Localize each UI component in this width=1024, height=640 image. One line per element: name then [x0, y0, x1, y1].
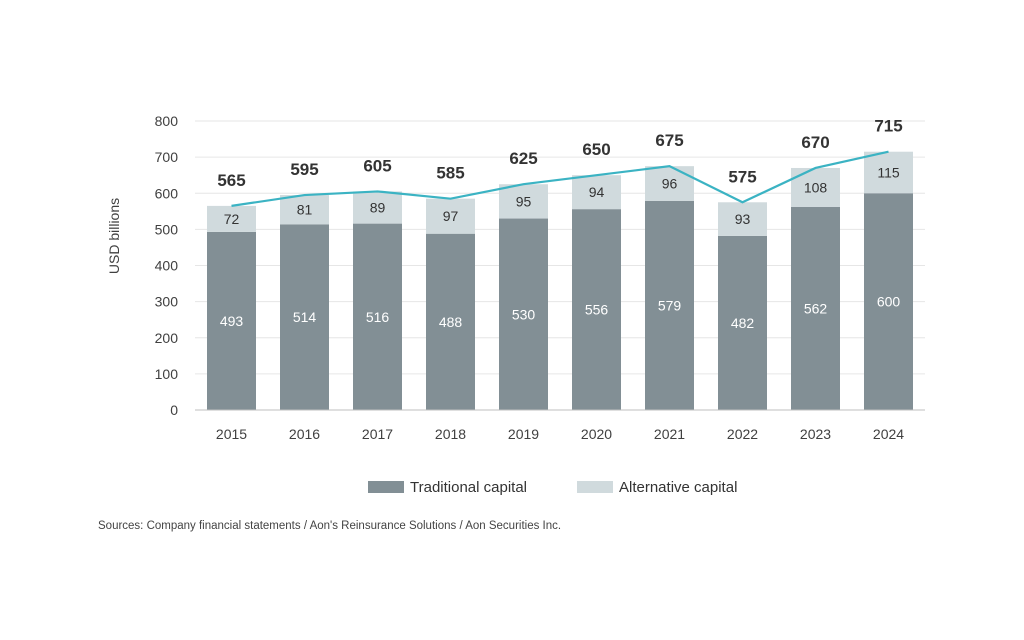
total-label: 670 [801, 133, 829, 152]
bar-alternative [280, 195, 329, 225]
data-label-alternative: 108 [804, 179, 828, 195]
data-label-traditional: 530 [512, 306, 536, 322]
bars: 493 72 514 81 516 89 488 97 530 95 556 94 579 96 482 93… [207, 151, 913, 410]
bar-alternative [353, 191, 402, 224]
x-tick-label: 2017 [362, 426, 393, 442]
bar-alternative [572, 175, 621, 210]
data-label-traditional: 579 [658, 297, 682, 313]
x-tick-label: 2021 [654, 426, 685, 442]
y-axis-ticks: 0 100 200 300 400 500 600 700 800 [155, 113, 179, 418]
y-tick-label: 0 [170, 402, 178, 418]
y-tick-label: 100 [155, 366, 179, 382]
total-label: 625 [509, 149, 537, 168]
bar-traditional [572, 209, 621, 410]
x-tick-label: 2024 [873, 426, 904, 442]
bar-traditional [645, 200, 694, 410]
legend: Traditional capital Alternative capital [368, 479, 737, 496]
x-tick-label: 2015 [216, 426, 247, 442]
data-label-alternative: 115 [877, 164, 900, 180]
x-tick-label: 2020 [581, 426, 612, 442]
bar-traditional [718, 235, 767, 410]
legend-swatch-alternative [577, 481, 613, 493]
data-label-traditional: 600 [877, 294, 901, 310]
y-tick-label: 300 [155, 294, 179, 310]
data-label-traditional: 493 [220, 313, 244, 329]
y-tick-label: 500 [155, 221, 179, 237]
data-label-traditional: 556 [585, 302, 609, 318]
x-tick-label: 2019 [508, 426, 539, 442]
x-axis-ticks: 2015 2016 2017 2018 2019 2020 2021 2022 2023 2024 [216, 426, 904, 442]
y-axis-title: USD billions [106, 198, 122, 274]
data-label-alternative: 89 [370, 200, 386, 216]
y-tick-label: 400 [155, 258, 179, 274]
bar-traditional [791, 206, 840, 410]
total-label: 675 [655, 131, 683, 150]
bar-alternative [718, 202, 767, 236]
x-tick-label: 2023 [800, 426, 831, 442]
total-label: 650 [582, 140, 610, 159]
total-label: 715 [874, 117, 902, 136]
data-label-alternative: 72 [224, 211, 240, 227]
data-label-alternative: 94 [589, 184, 605, 200]
y-tick-label: 700 [155, 149, 179, 165]
legend-label-alternative: Alternative capital [619, 479, 737, 496]
bar-alternative [499, 184, 548, 219]
bar-alternative [645, 166, 694, 201]
bar-alternative [207, 205, 256, 232]
data-label-traditional: 514 [293, 309, 317, 325]
total-label: 595 [290, 160, 318, 179]
bar-traditional [499, 218, 548, 410]
bar-traditional [426, 233, 475, 410]
x-tick-label: 2018 [435, 426, 466, 442]
bar-traditional [280, 224, 329, 410]
y-tick-label: 200 [155, 330, 179, 346]
data-label-traditional: 562 [804, 300, 828, 316]
data-label-traditional: 488 [439, 314, 463, 330]
total-label: 575 [728, 167, 756, 186]
total-line [231, 150, 889, 207]
bar-alternative [426, 198, 475, 234]
data-label-traditional: 482 [731, 315, 755, 331]
total-label: 565 [217, 171, 245, 190]
total-label: 605 [363, 156, 391, 175]
data-label-alternative: 81 [297, 202, 313, 218]
legend-swatch-traditional [368, 481, 404, 493]
data-label-alternative: 95 [516, 193, 532, 209]
x-tick-label: 2022 [727, 426, 758, 442]
data-label-alternative: 97 [443, 208, 459, 224]
bar-traditional [207, 231, 256, 410]
bar-alternative [864, 151, 913, 194]
x-tick-label: 2016 [289, 426, 320, 442]
legend-label-traditional: Traditional capital [410, 479, 527, 496]
source-note: Sources: Company financial statements / … [98, 520, 562, 532]
total-label: 585 [436, 164, 464, 183]
bar-traditional [864, 193, 913, 410]
y-tick-label: 800 [155, 113, 179, 129]
data-label-alternative: 93 [735, 211, 751, 227]
total-labels: 565 595 605 585 625 650 675 575 670 715 [217, 117, 902, 190]
data-label-traditional: 516 [366, 309, 390, 325]
y-tick-label: 600 [155, 185, 179, 201]
bar-traditional [353, 223, 402, 410]
data-label-alternative: 96 [662, 175, 678, 191]
